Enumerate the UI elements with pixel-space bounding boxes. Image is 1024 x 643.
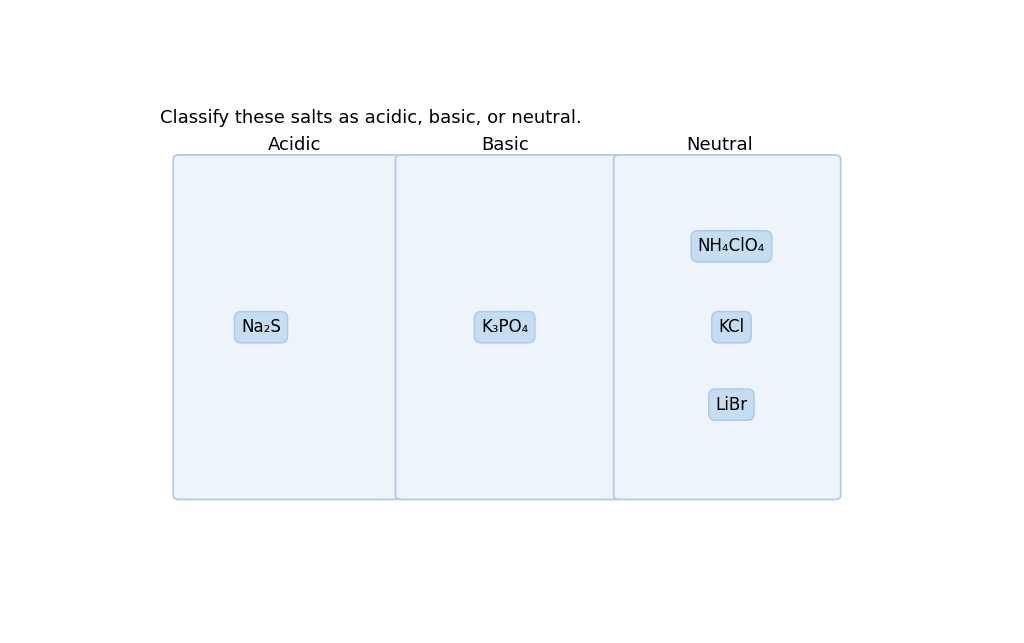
Text: KCl: KCl (719, 318, 744, 336)
FancyBboxPatch shape (173, 155, 400, 500)
Text: Basic: Basic (481, 136, 528, 154)
FancyBboxPatch shape (613, 155, 841, 500)
FancyBboxPatch shape (395, 155, 623, 500)
Text: Neutral: Neutral (686, 136, 753, 154)
Text: Na₂S: Na₂S (241, 318, 281, 336)
Text: NH₄ClO₄: NH₄ClO₄ (697, 237, 765, 255)
Text: Classify these salts as acidic, basic, or neutral.: Classify these salts as acidic, basic, o… (160, 109, 582, 127)
Text: LiBr: LiBr (716, 395, 748, 413)
Text: K₃PO₄: K₃PO₄ (481, 318, 528, 336)
Text: Acidic: Acidic (268, 136, 322, 154)
